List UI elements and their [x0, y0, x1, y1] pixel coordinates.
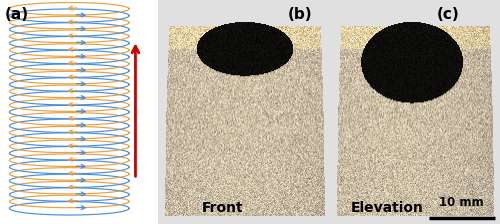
- Text: Front: Front: [202, 201, 244, 215]
- Text: 10 mm: 10 mm: [440, 196, 484, 209]
- Text: Elevation: Elevation: [350, 201, 424, 215]
- Text: (a): (a): [4, 7, 29, 22]
- Text: (c): (c): [436, 7, 459, 22]
- Text: (b): (b): [288, 7, 313, 22]
